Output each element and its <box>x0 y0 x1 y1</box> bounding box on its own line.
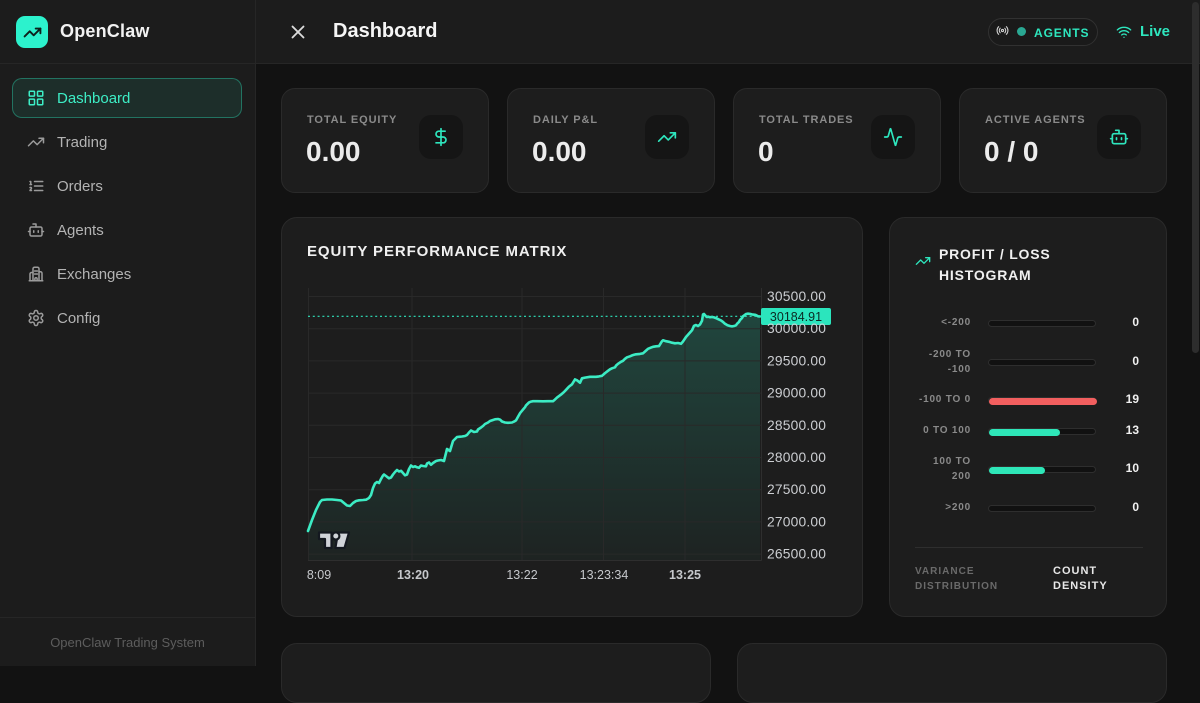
svg-text:29000.00: 29000.00 <box>767 386 826 401</box>
svg-text:30000.00: 30000.00 <box>767 321 826 336</box>
svg-text:30500.00: 30500.00 <box>767 289 826 304</box>
svg-text:27000.00: 27000.00 <box>767 514 826 529</box>
svg-text:28000.00: 28000.00 <box>767 450 826 465</box>
svg-text:13:23:34: 13:23:34 <box>580 568 629 582</box>
svg-text:28500.00: 28500.00 <box>767 418 826 433</box>
svg-text:27500.00: 27500.00 <box>767 482 826 497</box>
svg-text:30184.91: 30184.91 <box>770 310 822 324</box>
svg-text:26500.00: 26500.00 <box>767 547 826 562</box>
svg-text:13:25: 13:25 <box>669 568 701 582</box>
svg-text:13:22: 13:22 <box>506 568 537 582</box>
svg-text:8:09: 8:09 <box>307 568 331 582</box>
svg-text:13:20: 13:20 <box>397 568 429 582</box>
svg-text:29500.00: 29500.00 <box>767 353 826 368</box>
